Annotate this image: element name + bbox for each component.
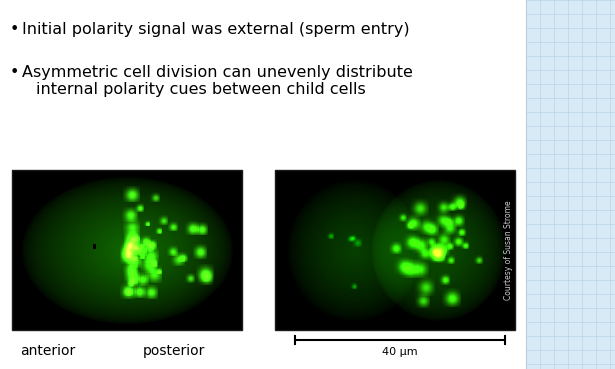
Text: Courtesy of Susan Strome: Courtesy of Susan Strome bbox=[504, 200, 513, 300]
Bar bbox=[12, 170, 242, 330]
Text: anterior: anterior bbox=[20, 344, 75, 358]
Text: •: • bbox=[10, 22, 20, 37]
Text: Asymmetric cell division can unevenly distribute: Asymmetric cell division can unevenly di… bbox=[22, 65, 413, 80]
Text: •: • bbox=[10, 65, 20, 80]
Text: Initial polarity signal was external (sperm entry): Initial polarity signal was external (sp… bbox=[22, 22, 410, 37]
Bar bbox=[275, 170, 515, 330]
Bar bbox=[526, 0, 615, 369]
Text: 40 μm: 40 μm bbox=[382, 347, 418, 357]
Text: internal polarity cues between child cells: internal polarity cues between child cel… bbox=[36, 82, 366, 97]
Text: posterior: posterior bbox=[143, 344, 205, 358]
